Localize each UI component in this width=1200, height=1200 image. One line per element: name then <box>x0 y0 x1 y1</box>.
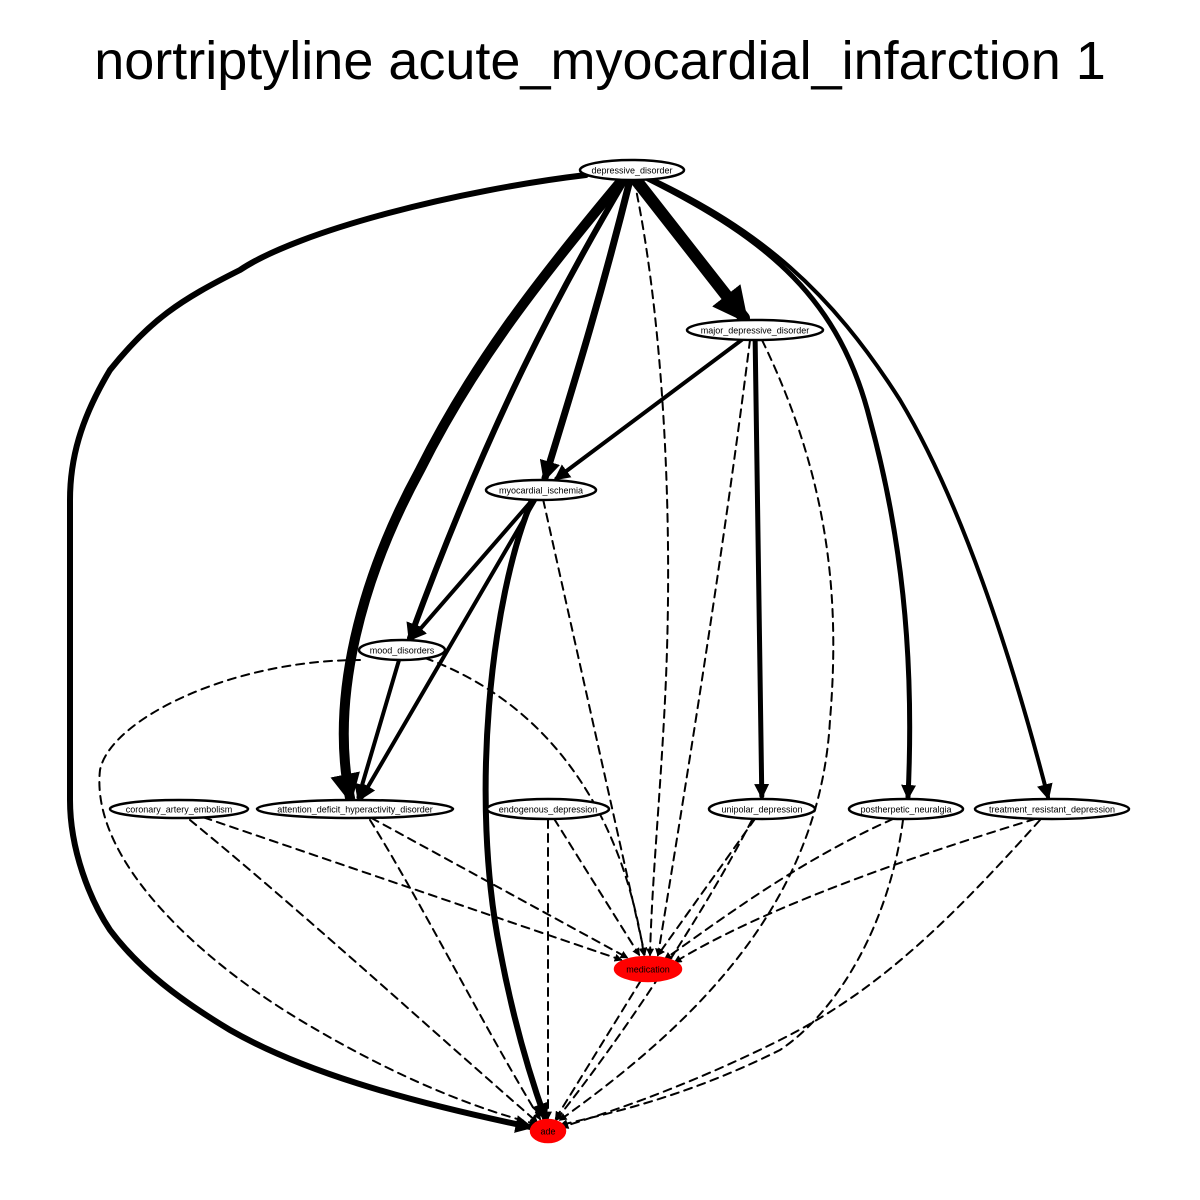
graph-title: nortriptyline acute_myocardial_infarctio… <box>94 31 1106 91</box>
edge-depressive-disorder-to-postherpetic-neuralgia <box>645 176 917 800</box>
node-coronary-artery-embolism: coronary_artery_embolism <box>108 798 250 820</box>
edge-depressive-disorder-to-treatment-resistant-depression <box>648 176 1053 801</box>
node-label: depressive_disorder <box>591 165 672 175</box>
edge-postherpetic-neuralgia-to-ade <box>559 819 904 1128</box>
edge-major-depressive-disorder-to-unipolar-depression <box>752 337 770 799</box>
edge-myocardial-ischemia-to-medication <box>542 498 648 956</box>
node-label: treatment_resistant_depression <box>989 804 1115 814</box>
edge-depressive-disorder-to-mood-disorders <box>406 177 628 642</box>
edge-postherpetic-neuralgia-to-medication <box>663 818 894 960</box>
edge-attention-deficit-hyperactivity-disorder-to-medication <box>370 816 629 959</box>
edge-mood-disorders-to-medication <box>424 657 647 957</box>
edge-medication-to-ade <box>554 979 642 1120</box>
edge-endogenous-depression-to-medication <box>553 817 641 957</box>
node-ade: ade <box>529 1118 567 1144</box>
node-depressive-disorder: depressive_disorder <box>578 158 686 182</box>
node-treatment-resistant-depression: treatment_resistant_depression <box>973 797 1131 821</box>
node-label: medication <box>626 964 670 974</box>
edge-depressive-disorder-to-ade <box>67 172 589 1133</box>
node-unipolar-depression: unipolar_depression <box>707 797 817 821</box>
node-major-depressive-disorder: major_depressive_disorder <box>685 318 825 342</box>
node-attention-deficit-hyperactivity-disorder: attention_deficit_hyperactivity_disorder <box>255 798 455 820</box>
node-shape <box>685 318 825 342</box>
node-myocardial-ischemia: myocardial_ischemia <box>484 478 598 502</box>
node-label: coronary_artery_embolism <box>126 804 233 814</box>
node-label: major_depressive_disorder <box>701 325 810 335</box>
edge-treatment-resistant-depression-to-ade <box>560 819 1041 1129</box>
node-shape <box>707 797 817 821</box>
node-label: mood_disorders <box>370 645 435 655</box>
edge-attention-deficit-hyperactivity-disorder-to-ade <box>369 819 541 1121</box>
node-label: ade <box>540 1126 555 1136</box>
node-shape <box>357 638 447 662</box>
node-shape <box>529 1118 567 1144</box>
node-shape <box>485 797 611 821</box>
edge-depressive-disorder-to-myocardial-ischemia <box>539 176 634 483</box>
edge-depressive-disorder-to-attention-deficit-hyperactivity-disorder <box>330 175 627 804</box>
edge-myocardial-ischemia-to-mood-disorders <box>410 497 535 641</box>
edge-major-depressive-disorder-to-ade <box>558 339 835 1121</box>
node-label: attention_deficit_hyperactivity_disorder <box>277 804 433 814</box>
node-shape <box>108 798 250 820</box>
node-endogenous-depression: endogenous_depression <box>485 797 611 821</box>
edge-myocardial-ischemia-to-attention-deficit-hyperactivity-disorder <box>359 497 538 801</box>
node-shape <box>613 955 683 983</box>
node-shape <box>973 797 1131 821</box>
node-shape <box>578 158 686 182</box>
node-label: unipolar_depression <box>721 804 802 814</box>
edge-major-depressive-disorder-to-myocardial-ischemia <box>553 337 744 481</box>
node-label: myocardial_ischemia <box>499 485 583 495</box>
node-label: endogenous_depression <box>499 804 598 814</box>
node-medication: medication <box>613 955 683 983</box>
edge-myocardial-ischemia-to-ade <box>482 497 549 1122</box>
node-shape <box>484 478 598 502</box>
node-postherpetic-neuralgia: postherpetic_neuralgia <box>847 797 965 821</box>
node-label: postherpetic_neuralgia <box>860 804 951 814</box>
edge-depressive-disorder-to-major-depressive-disorder <box>630 174 750 324</box>
node-shape <box>255 798 455 820</box>
node-shape <box>847 797 965 821</box>
edge-unipolar-depression-to-medication <box>657 817 756 957</box>
edge-mood-disorders-to-ade <box>98 659 538 1127</box>
edge-treatment-resistant-depression-to-medication <box>673 818 1036 963</box>
edge-coronary-artery-embolism-to-ade <box>189 819 539 1124</box>
node-mood-disorders: mood_disorders <box>357 638 447 662</box>
edge-coronary-artery-embolism-to-medication <box>202 816 623 962</box>
edge-major-depressive-disorder-to-medication <box>655 339 751 957</box>
edge-depressive-disorder-to-medication <box>633 179 670 957</box>
edge-mood-disorders-to-attention-deficit-hyperactivity-disorder <box>354 657 402 801</box>
